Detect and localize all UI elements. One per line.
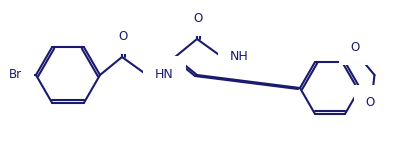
Text: O: O — [118, 30, 128, 42]
Text: O: O — [350, 40, 360, 54]
Text: O: O — [193, 12, 202, 24]
Text: HN: HN — [155, 69, 174, 81]
Text: NH: NH — [230, 51, 249, 63]
Text: O: O — [365, 96, 375, 110]
Text: Br: Br — [9, 69, 22, 81]
